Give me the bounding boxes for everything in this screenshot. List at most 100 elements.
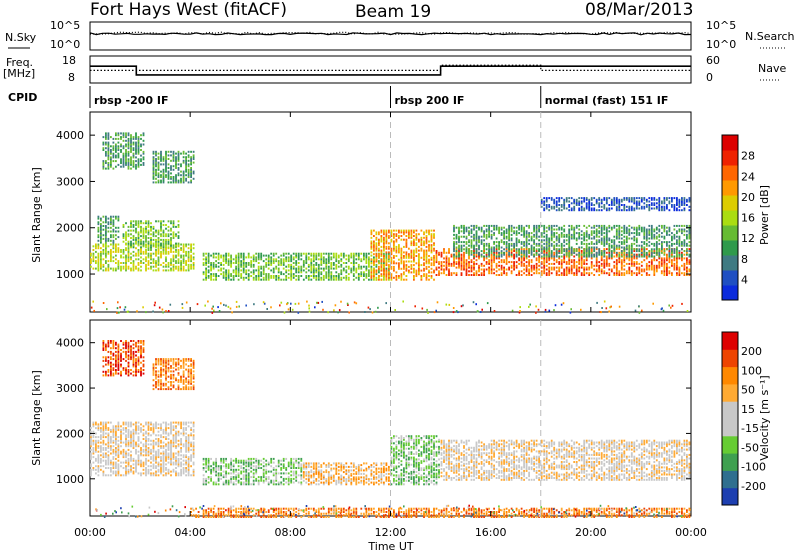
power-cell — [282, 273, 285, 276]
power-cell — [137, 137, 140, 140]
power-cell — [593, 207, 596, 210]
power-cell — [585, 197, 588, 200]
power-cell — [578, 204, 581, 206]
power-cell — [152, 238, 155, 241]
power-cell — [681, 251, 683, 254]
power-cell — [455, 274, 458, 276]
power-cell — [157, 252, 160, 255]
power-cell — [420, 236, 423, 239]
power-cell — [661, 200, 663, 203]
power-cell — [503, 226, 505, 229]
power-cell — [217, 275, 220, 277]
power-cell — [653, 272, 656, 275]
power-cell — [317, 258, 320, 261]
power-cell — [152, 231, 155, 234]
power-cell — [355, 252, 358, 255]
power-cell — [623, 226, 626, 229]
power-cell — [608, 310, 610, 313]
power-cell — [505, 250, 508, 253]
power-cell — [645, 239, 648, 242]
power-cell — [635, 248, 638, 251]
power-cell — [420, 275, 423, 277]
power-cell — [388, 242, 390, 245]
power-cell — [162, 250, 165, 253]
power-cell — [535, 268, 538, 271]
power-cell — [132, 235, 135, 238]
power-cell — [92, 258, 95, 261]
power-cell — [165, 168, 167, 171]
power-cell — [393, 242, 395, 245]
power-cell — [625, 230, 628, 233]
power-cell — [190, 249, 192, 251]
power-cell — [185, 262, 187, 264]
power-cell — [395, 247, 398, 250]
power-cell — [420, 247, 423, 250]
power-cell — [125, 139, 127, 142]
power-cell — [125, 265, 127, 268]
power-cell — [540, 224, 543, 227]
power-cell — [112, 247, 115, 250]
power-cell — [127, 229, 130, 232]
power-cell — [122, 162, 125, 164]
power-cell — [525, 241, 528, 244]
power-cell — [107, 134, 110, 137]
power-cell — [373, 242, 375, 245]
power-cell — [505, 251, 508, 254]
power-cell — [140, 240, 142, 243]
power-cell — [403, 267, 405, 270]
power-cell — [145, 231, 147, 234]
power-cell — [370, 236, 373, 239]
power-cell — [671, 274, 673, 276]
power-cell — [223, 303, 225, 306]
power-cell — [578, 237, 581, 240]
power-cell — [535, 244, 538, 247]
power-cell — [671, 250, 673, 253]
power-cell — [187, 269, 190, 272]
power-cell — [540, 262, 543, 265]
power-cell — [560, 242, 563, 245]
power-cell — [190, 161, 192, 164]
power-cell — [468, 244, 470, 247]
power-cell — [107, 260, 110, 263]
power-cell — [305, 260, 308, 263]
power-cell — [580, 197, 583, 200]
power-cell — [190, 247, 192, 250]
power-cell — [658, 257, 661, 260]
power-cell — [172, 237, 175, 239]
power-cell — [413, 267, 415, 270]
power-cell — [145, 265, 147, 268]
power-cell — [172, 224, 175, 226]
power-cell — [628, 268, 631, 271]
power-cell — [302, 260, 305, 263]
power-cell — [608, 230, 611, 233]
power-cell — [295, 254, 298, 257]
power-cell — [490, 233, 493, 236]
power-cell — [307, 252, 310, 255]
power-cell — [433, 235, 435, 237]
power-cell — [458, 261, 460, 264]
power-cell — [686, 259, 688, 262]
power-cell — [628, 257, 631, 260]
power-cell — [117, 249, 120, 251]
power-cell — [655, 226, 658, 229]
power-cell — [105, 239, 107, 242]
power-cell — [598, 205, 601, 208]
power-cell — [337, 256, 340, 259]
power-cell — [418, 267, 420, 270]
power-cell — [508, 230, 510, 233]
power-cell — [280, 260, 283, 263]
power-cell — [400, 276, 403, 279]
power-cell — [187, 156, 190, 159]
power-cell — [287, 265, 290, 268]
power-cell — [320, 256, 323, 259]
power-cell — [525, 244, 528, 247]
power-cell — [317, 278, 320, 281]
power-cell — [605, 202, 608, 205]
power-cell — [681, 248, 683, 251]
power-cell — [135, 265, 137, 268]
power-cell — [330, 262, 333, 264]
power-cell — [533, 230, 535, 233]
power-cell — [515, 226, 518, 229]
power-cell — [468, 233, 470, 236]
power-cell — [493, 246, 495, 249]
